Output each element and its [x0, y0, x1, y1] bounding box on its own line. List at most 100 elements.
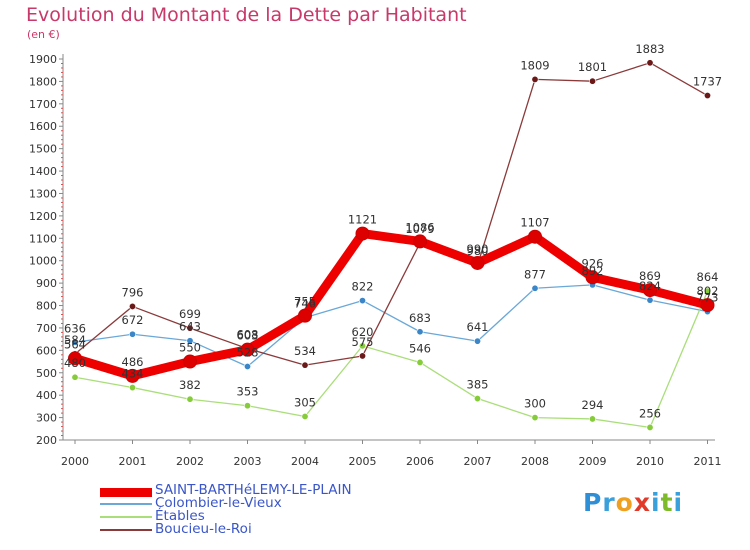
- data-label: 546: [409, 341, 431, 355]
- data-label: 892: [582, 264, 604, 278]
- legend-swatch: [100, 488, 152, 497]
- data-point-0: [470, 255, 485, 270]
- brand-letter: o: [615, 488, 634, 517]
- data-label: 480: [64, 356, 86, 370]
- data-label: 564: [64, 337, 86, 351]
- data-point-0: [68, 351, 82, 366]
- legend-swatch: [100, 516, 152, 518]
- y-tick-label: 1100: [29, 232, 57, 245]
- data-point-0: [413, 234, 427, 249]
- data-label: 636: [64, 321, 86, 335]
- data-label: 575: [352, 335, 374, 349]
- data-point-3: [588, 77, 596, 85]
- data-label: 755: [294, 295, 316, 309]
- data-point-2: [473, 395, 481, 403]
- data-point-2: [416, 358, 424, 366]
- data-label: 486: [122, 355, 144, 369]
- legend-swatch: [100, 503, 152, 505]
- x-tick-label: 2011: [694, 455, 722, 468]
- brand-letter: r: [602, 488, 616, 517]
- data-label: 584: [64, 333, 86, 347]
- data-label: 382: [179, 378, 201, 392]
- y-tick-label: 200: [36, 434, 57, 447]
- data-label: 869: [639, 269, 661, 283]
- y-tick-label: 1200: [29, 210, 57, 223]
- series-line-2: [74, 290, 709, 429]
- data-point-2: [703, 287, 711, 295]
- legend-label: Étables: [155, 508, 205, 524]
- y-tick-label: 1300: [29, 187, 57, 200]
- data-point-2: [646, 423, 654, 431]
- x-tick-label: 2004: [291, 455, 319, 468]
- data-point-3: [703, 92, 711, 100]
- data-point-2: [301, 412, 309, 420]
- data-point-2: [531, 414, 539, 422]
- data-label: 1883: [635, 42, 664, 56]
- data-label: 643: [179, 320, 201, 334]
- data-point-3: [186, 324, 194, 332]
- y-tick-label: 1500: [29, 143, 57, 156]
- series-line-1: [74, 284, 709, 368]
- data-point-0: [528, 229, 542, 244]
- x-tick-label: 2006: [406, 455, 434, 468]
- data-point-2: [244, 402, 252, 410]
- y-tick-label: 600: [36, 344, 57, 357]
- chart-unit: (en €): [27, 28, 60, 41]
- data-label: 746: [294, 297, 316, 311]
- y-tick-label: 1400: [29, 165, 57, 178]
- data-point-0: [183, 354, 197, 369]
- data-point-0: [585, 270, 600, 285]
- data-label: 434: [122, 367, 144, 381]
- data-point-2: [358, 342, 366, 350]
- x-tick-label: 2010: [636, 455, 664, 468]
- data-label: 550: [179, 341, 201, 355]
- data-label: 926: [582, 256, 604, 270]
- data-label: 796: [122, 285, 144, 299]
- data-point-1: [646, 296, 654, 304]
- data-point-2: [71, 373, 79, 381]
- data-point-1: [358, 297, 366, 305]
- data-label: 385: [467, 378, 489, 392]
- y-tick-label: 400: [36, 389, 57, 402]
- data-label: 528: [237, 345, 259, 359]
- data-label: 305: [294, 395, 316, 409]
- data-label: 824: [639, 279, 661, 293]
- y-tick-label: 1800: [29, 75, 57, 88]
- data-point-0: [643, 283, 657, 298]
- data-label: 534: [294, 344, 316, 358]
- brand-letter: P: [583, 488, 603, 517]
- data-label: 620: [352, 325, 374, 339]
- data-label: 608: [237, 328, 259, 342]
- legend-label: Colombier-le-Vieux: [155, 495, 282, 511]
- y-tick-label: 300: [36, 412, 57, 425]
- data-label: 1086: [405, 220, 434, 234]
- x-tick-label: 2002: [176, 455, 204, 468]
- data-point-1: [129, 330, 137, 338]
- x-tick-label: 2007: [464, 455, 492, 468]
- brand-letter: x: [633, 488, 651, 517]
- data-point-3: [358, 352, 366, 360]
- series-line-0: [70, 229, 712, 381]
- data-point-0: [355, 226, 370, 241]
- data-point-1: [531, 284, 539, 292]
- data-label: 294: [582, 398, 604, 412]
- data-label: 1809: [520, 58, 549, 72]
- data-point-3: [646, 59, 654, 67]
- data-label: 802: [697, 284, 719, 298]
- data-label: 1079: [405, 222, 434, 236]
- data-point-1: [244, 362, 252, 370]
- x-tick-label: 2001: [119, 455, 147, 468]
- y-tick-label: 1000: [29, 255, 57, 268]
- data-label: 990: [467, 242, 489, 256]
- data-point-0: [298, 308, 312, 323]
- data-point-3: [531, 75, 539, 83]
- legend-swatch: [100, 529, 152, 531]
- y-tick-label: 900: [36, 277, 57, 290]
- data-label: 672: [122, 313, 144, 327]
- x-tick-label: 2000: [61, 455, 89, 468]
- y-tick-label: 1700: [29, 98, 57, 111]
- data-point-2: [588, 415, 596, 423]
- legend-label: SAINT-BARTHéLEMY-LE-PLAIN: [155, 482, 352, 498]
